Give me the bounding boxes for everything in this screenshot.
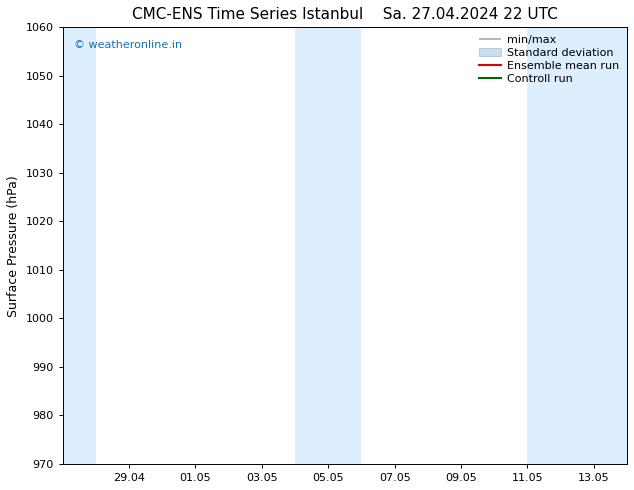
Text: © weatheronline.in: © weatheronline.in — [74, 40, 182, 50]
Y-axis label: Surface Pressure (hPa): Surface Pressure (hPa) — [7, 175, 20, 317]
Bar — [527, 27, 627, 464]
Legend: min/max, Standard deviation, Ensemble mean run, Controll run: min/max, Standard deviation, Ensemble me… — [477, 33, 621, 86]
Title: CMC-ENS Time Series Istanbul    Sa. 27.04.2024 22 UTC: CMC-ENS Time Series Istanbul Sa. 27.04.2… — [132, 7, 558, 22]
Bar — [295, 27, 361, 464]
Bar — [63, 27, 96, 464]
